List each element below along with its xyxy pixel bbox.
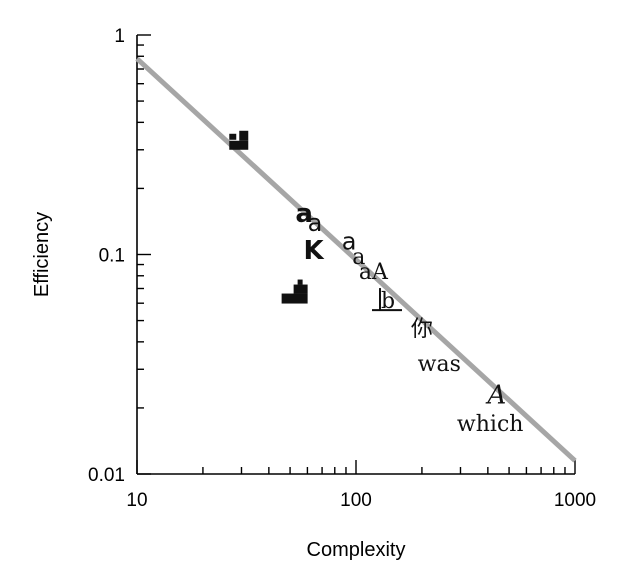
data-point-12: A <box>486 381 507 411</box>
fit-line <box>135 56 577 463</box>
data-point-5: a <box>342 228 357 256</box>
glyph-block-part <box>229 140 249 150</box>
data-point-3: a <box>308 209 323 237</box>
y-axis-title: Efficiency <box>31 212 53 297</box>
data-point-7: aA <box>359 260 389 285</box>
data-point-4: K <box>303 236 324 266</box>
glyph-block-part <box>239 130 249 141</box>
data-point-9: b <box>381 289 395 314</box>
glyph-block-part <box>297 279 303 285</box>
data-point-10: 你 <box>411 317 433 342</box>
data-point-6: a <box>352 245 365 270</box>
glyph-block-part <box>293 284 308 294</box>
y-tick-label: 0.1 <box>99 246 125 267</box>
glyph-block-part <box>281 293 308 304</box>
x-tick-label: 100 <box>340 490 372 511</box>
axes: 0.01 0.1 1 10 100 1000 <box>88 26 596 511</box>
x-tick-label: 1000 <box>554 490 596 511</box>
data-point-2: a <box>295 199 313 229</box>
data-point-13: which <box>457 412 524 437</box>
glyph-block-part <box>229 133 237 140</box>
y-tick-label: 1 <box>114 26 125 47</box>
data-point-11: was <box>418 352 461 377</box>
data-point-8 <box>281 279 308 304</box>
x-tick-label: 10 <box>126 490 147 511</box>
y-tick-label: 0.01 <box>88 465 125 486</box>
x-axis-title: Complexity <box>307 539 406 561</box>
data-point-1 <box>229 130 249 150</box>
